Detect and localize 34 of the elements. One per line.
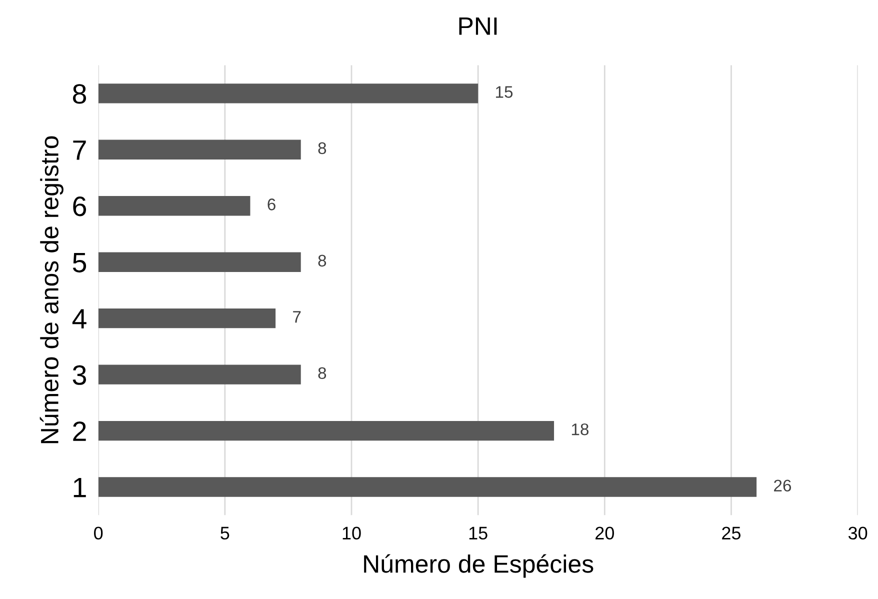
- data-label: 6: [268, 198, 276, 210]
- x-tick-label: 5: [220, 526, 230, 540]
- x-axis-title: Número de Espécies: [364, 554, 594, 578]
- y-tick-label: 2: [73, 421, 86, 441]
- x-tick-label: 20: [596, 526, 614, 540]
- data-label: 8: [318, 367, 326, 380]
- x-tick-label: 15: [469, 526, 488, 540]
- y-tick-label: 1: [74, 478, 86, 498]
- data-label: 7: [293, 311, 301, 323]
- bar: [98, 308, 276, 328]
- x-tick-label: 0: [94, 526, 103, 540]
- x-tick-label: 30: [848, 526, 868, 540]
- y-tick-label: 3: [72, 365, 86, 385]
- y-tick-label: 8: [72, 84, 86, 104]
- bar: [98, 140, 301, 160]
- y-axis-title: Número de anos de registro: [40, 136, 64, 444]
- data-label: 8: [318, 142, 326, 154]
- x-tick-label: 10: [342, 526, 361, 540]
- data-label: 26: [774, 480, 792, 492]
- data-label: 15: [496, 86, 513, 98]
- bar: [98, 420, 554, 441]
- data-label: 8: [318, 254, 326, 267]
- bar: [98, 196, 250, 216]
- y-tick-label: 4: [72, 309, 86, 328]
- y-tick-label: 6: [73, 196, 86, 216]
- y-tick-label: 7: [73, 140, 86, 160]
- y-tick-label: 5: [72, 253, 86, 272]
- bar: [98, 364, 301, 384]
- bar: [98, 252, 301, 272]
- data-label: 18: [572, 423, 588, 436]
- x-tick-label: 25: [722, 526, 741, 540]
- chart-title: PNI: [459, 18, 497, 35]
- bar: [98, 477, 757, 497]
- bar: [98, 84, 478, 104]
